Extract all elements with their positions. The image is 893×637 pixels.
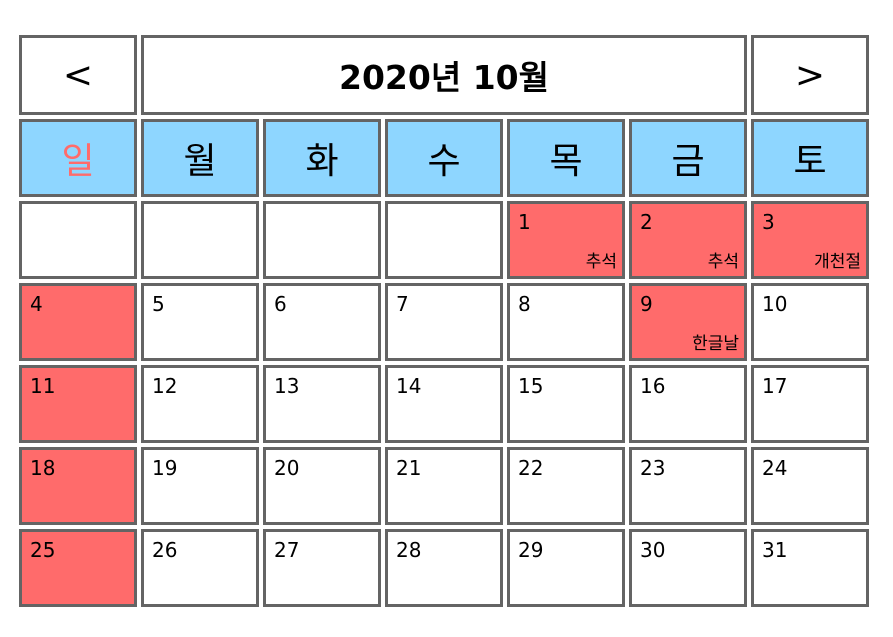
weekday-friday: 금 — [629, 119, 747, 197]
day-cell[interactable]: 27 — [263, 529, 381, 607]
day-cell[interactable]: 21 — [385, 447, 503, 525]
day-number: 23 — [640, 456, 666, 480]
day-number: 7 — [396, 292, 409, 316]
day-number: 11 — [30, 374, 56, 398]
holiday-label: 개천절 — [814, 252, 861, 272]
day-number: 29 — [518, 538, 544, 562]
day-cell[interactable]: 8 — [507, 283, 625, 361]
holiday-label: 추석 — [707, 252, 739, 272]
day-cell[interactable]: 20 — [263, 447, 381, 525]
day-number: 2 — [640, 210, 653, 234]
day-number: 4 — [30, 292, 43, 316]
day-number: 13 — [274, 374, 300, 398]
holiday-label: 한글날 — [692, 334, 739, 354]
day-cell[interactable]: 23 — [629, 447, 747, 525]
day-cell[interactable]: 19 — [141, 447, 259, 525]
week-row: 25 26 27 28 29 30 31 — [19, 529, 869, 607]
day-number: 22 — [518, 456, 544, 480]
day-cell[interactable]: 16 — [629, 365, 747, 443]
empty-day-cell — [141, 201, 259, 279]
day-cell[interactable]: 28 — [385, 529, 503, 607]
empty-day-cell — [19, 201, 137, 279]
day-cell[interactable]: 14 — [385, 365, 503, 443]
calendar-title: 2020년 10월 — [141, 35, 747, 115]
day-cell[interactable]: 9 한글날 — [629, 283, 747, 361]
day-number: 15 — [518, 374, 544, 398]
weekday-wednesday: 수 — [385, 119, 503, 197]
day-number: 14 — [396, 374, 422, 398]
day-number: 9 — [640, 292, 653, 316]
day-number: 5 — [152, 292, 165, 316]
day-number: 6 — [274, 292, 287, 316]
day-cell[interactable]: 30 — [629, 529, 747, 607]
day-cell[interactable]: 5 — [141, 283, 259, 361]
week-row: 4 5 6 7 8 9 한글날 10 — [19, 283, 869, 361]
calendar-weeks: 1 추석 2 추석 3 개천절 4 5 6 7 8 9 한글날 10 11 12 13 14 15 16 17 18 19 2… — [19, 201, 869, 607]
day-cell[interactable]: 10 — [751, 283, 869, 361]
day-number: 18 — [30, 456, 56, 480]
weekday-header-row: 일 월 화 수 목 금 토 — [19, 119, 869, 197]
weekday-tuesday: 화 — [263, 119, 381, 197]
day-number: 12 — [152, 374, 178, 398]
day-cell[interactable]: 18 — [19, 447, 137, 525]
calendar-nav-row: < 2020년 10월 > — [19, 35, 869, 115]
day-number: 31 — [762, 538, 788, 562]
weekday-sunday: 일 — [19, 119, 137, 197]
day-number: 30 — [640, 538, 666, 562]
day-number: 26 — [152, 538, 178, 562]
day-number: 8 — [518, 292, 531, 316]
day-cell[interactable]: 1 추석 — [507, 201, 625, 279]
day-number: 28 — [396, 538, 422, 562]
day-cell[interactable]: 6 — [263, 283, 381, 361]
holiday-label: 추석 — [585, 252, 617, 272]
weekday-monday: 월 — [141, 119, 259, 197]
day-cell[interactable]: 12 — [141, 365, 259, 443]
week-row: 18 19 20 21 22 23 24 — [19, 447, 869, 525]
day-number: 3 — [762, 210, 775, 234]
day-number: 16 — [640, 374, 666, 398]
day-cell[interactable]: 22 — [507, 447, 625, 525]
day-cell[interactable]: 24 — [751, 447, 869, 525]
empty-day-cell — [385, 201, 503, 279]
day-cell[interactable]: 7 — [385, 283, 503, 361]
week-row: 11 12 13 14 15 16 17 — [19, 365, 869, 443]
day-number: 19 — [152, 456, 178, 480]
day-number: 20 — [274, 456, 300, 480]
week-row: 1 추석 2 추석 3 개천절 — [19, 201, 869, 279]
day-number: 17 — [762, 374, 788, 398]
day-number: 27 — [274, 538, 300, 562]
calendar-table: < 2020년 10월 > 일 월 화 수 목 금 토 1 추석 2 추석 3 개천절 4 5… — [15, 31, 873, 611]
day-cell[interactable]: 13 — [263, 365, 381, 443]
day-cell[interactable]: 29 — [507, 529, 625, 607]
day-cell[interactable]: 11 — [19, 365, 137, 443]
day-number: 1 — [518, 210, 531, 234]
day-cell[interactable]: 2 추석 — [629, 201, 747, 279]
day-cell[interactable]: 4 — [19, 283, 137, 361]
prev-month-button[interactable]: < — [19, 35, 137, 115]
day-cell[interactable]: 17 — [751, 365, 869, 443]
empty-day-cell — [263, 201, 381, 279]
day-number: 25 — [30, 538, 56, 562]
next-month-button[interactable]: > — [751, 35, 869, 115]
weekday-thursday: 목 — [507, 119, 625, 197]
weekday-saturday: 토 — [751, 119, 869, 197]
day-cell[interactable]: 15 — [507, 365, 625, 443]
day-number: 24 — [762, 456, 788, 480]
day-number: 10 — [762, 292, 788, 316]
day-cell[interactable]: 26 — [141, 529, 259, 607]
day-cell[interactable]: 31 — [751, 529, 869, 607]
day-cell[interactable]: 3 개천절 — [751, 201, 869, 279]
day-number: 21 — [396, 456, 422, 480]
day-cell[interactable]: 25 — [19, 529, 137, 607]
